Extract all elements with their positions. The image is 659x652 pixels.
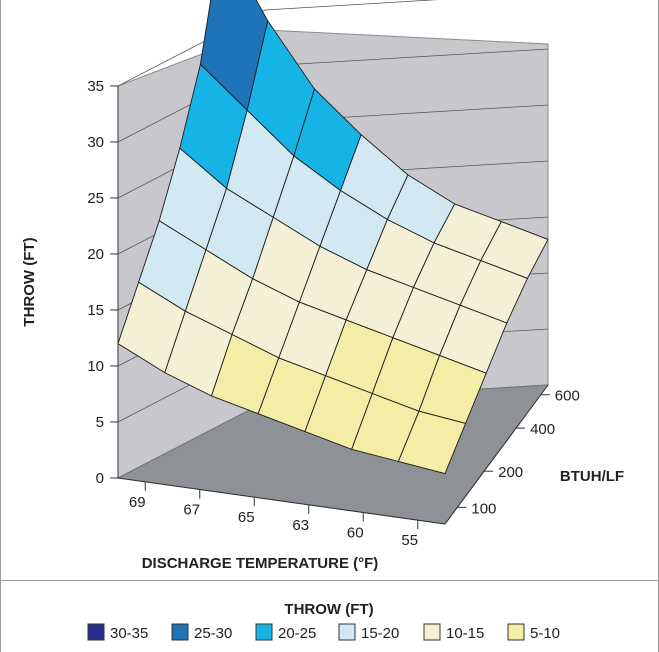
z-axis-title: THROW (FT) — [21, 237, 38, 326]
x-tick-label: 55 — [401, 532, 418, 549]
x-tick-label: 60 — [347, 525, 364, 542]
x-tick-label: 63 — [292, 517, 309, 534]
y-tick-label: 100 — [471, 500, 496, 517]
surface-cell — [117, 281, 186, 374]
gridline — [117, 0, 439, 87]
legend: 30-35 25-30 20-25 15-20 10-15 5-10 — [87, 623, 560, 642]
z-tick-label: 5 — [96, 414, 104, 431]
z-axis-ticks: 0 5 10 15 20 25 30 35 — [87, 78, 118, 487]
legend-swatch — [507, 623, 525, 641]
x-tick-label: 69 — [129, 494, 146, 511]
z-tick-label: 10 — [87, 358, 104, 375]
z-tick-label: 20 — [87, 246, 104, 263]
legend-swatch — [423, 623, 441, 641]
y-tick-label: 200 — [498, 464, 523, 481]
x-axis-line — [117, 477, 446, 525]
y-tick-label: 400 — [530, 421, 555, 438]
legend-swatch — [255, 623, 273, 641]
legend-title: THROW (FT) — [284, 601, 373, 618]
legend-label: 15-20 — [361, 625, 399, 642]
legend-label: 20-25 — [278, 625, 316, 642]
z-tick-label: 30 — [87, 134, 104, 151]
legend-swatch — [87, 623, 105, 641]
legend-label: 5-10 — [530, 625, 560, 642]
y-tick-label: 600 — [555, 388, 580, 405]
z-tick-label: 35 — [87, 78, 104, 95]
legend-swatch — [338, 623, 356, 641]
x-axis-title: DISCHARGE TEMPERATURE (°F) — [142, 555, 379, 572]
legend-label: 10-15 — [446, 625, 484, 642]
legend-swatch — [171, 623, 189, 641]
legend-label: 25-30 — [194, 625, 232, 642]
z-tick-label: 0 — [96, 470, 104, 487]
x-tick-label: 67 — [183, 502, 200, 519]
x-axis-ticks: 69 67 65 63 60 55 — [129, 481, 419, 549]
y-axis-title: BTUH/LF — [560, 468, 624, 485]
z-tick-label: 25 — [87, 190, 104, 207]
x-tick-label: 65 — [238, 509, 255, 526]
y-axis-line — [444, 384, 549, 525]
z-tick-label: 15 — [87, 302, 104, 319]
surface-plot — [117, 0, 549, 475]
legend-label: 30-35 — [110, 625, 148, 642]
